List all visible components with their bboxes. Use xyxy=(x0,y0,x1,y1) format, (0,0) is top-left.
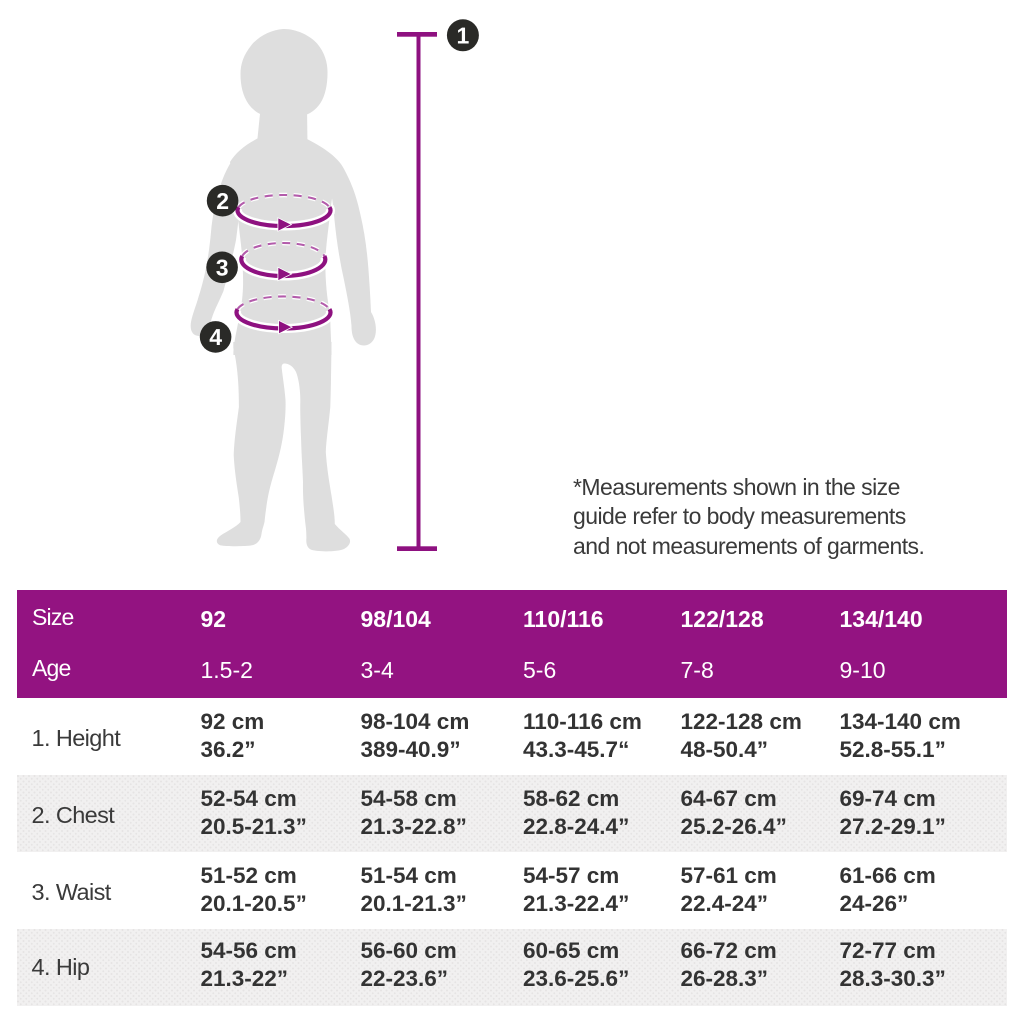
svg-text:4: 4 xyxy=(209,324,222,350)
svg-text:1: 1 xyxy=(457,22,470,48)
svg-text:2: 2 xyxy=(216,188,229,214)
svg-text:3: 3 xyxy=(216,254,229,280)
